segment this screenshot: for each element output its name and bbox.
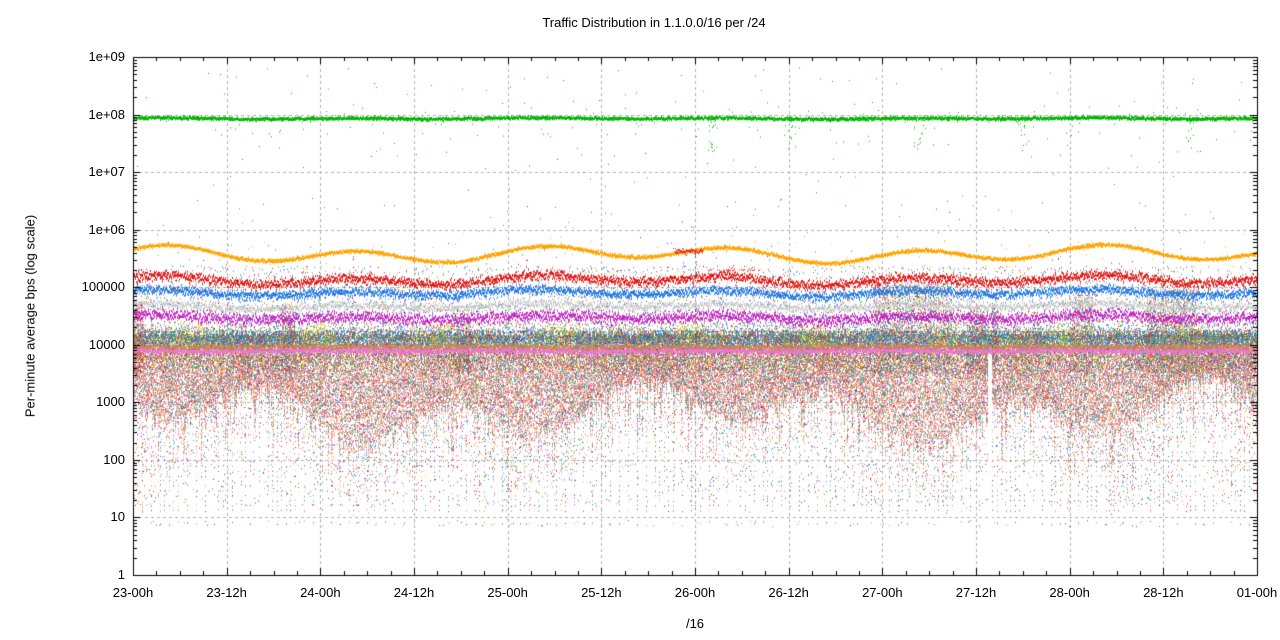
- x-tick-label: 28-00h: [1049, 585, 1090, 600]
- y-tick-label: 1e+09: [88, 49, 125, 64]
- x-axis-label: /16: [685, 616, 705, 631]
- x-tick-label: 01-00h: [1236, 585, 1278, 600]
- x-tick-label: 23-12h: [206, 585, 247, 600]
- y-tick-label: 10000: [88, 336, 125, 352]
- chart-title: Traffic Distribution in 1.1.0.0/16 per /…: [542, 15, 766, 30]
- x-tick-label: 25-00h: [487, 585, 528, 600]
- x-tick-label: 24-00h: [300, 585, 341, 600]
- y-axis-label: Per-minute average bps (log scale): [22, 214, 38, 418]
- x-tick-label: 26-00h: [674, 585, 716, 600]
- x-tick-label: 27-12h: [955, 585, 997, 600]
- y-tick-label: 1e+08: [88, 106, 125, 122]
- y-tick-label: 10: [110, 509, 125, 525]
- y-tick-label: 1e+07: [88, 164, 125, 180]
- y-tick-label: 1: [117, 567, 125, 582]
- y-tick-label: 1e+06: [88, 221, 125, 237]
- x-tick-label: 23-00h: [112, 585, 154, 600]
- x-tick-label: 24-12h: [393, 585, 435, 600]
- x-tick-label: 27-00h: [862, 585, 903, 600]
- y-tick-label: 100000: [81, 279, 125, 295]
- x-tick-label: 26-12h: [768, 585, 809, 600]
- y-tick-label: 100: [103, 451, 125, 467]
- x-tick-label: 25-12h: [581, 585, 622, 600]
- x-tick-label: 28-12h: [1143, 585, 1184, 600]
- y-tick-label: 1000: [96, 394, 125, 410]
